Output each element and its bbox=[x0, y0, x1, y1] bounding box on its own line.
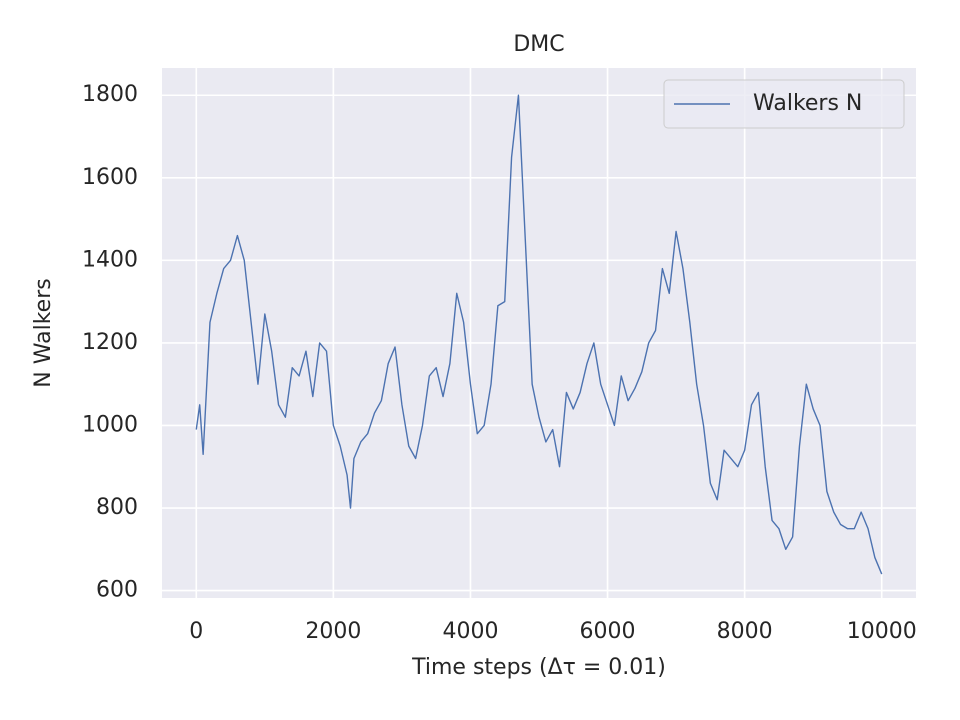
chart-title: DMC bbox=[513, 32, 564, 57]
legend-label: Walkers N bbox=[753, 91, 862, 116]
x-tick-label: 10000 bbox=[847, 619, 917, 644]
data-line bbox=[195, 94, 883, 575]
y-tick-label: 1400 bbox=[82, 247, 138, 272]
plot-area bbox=[162, 68, 916, 598]
x-tick-label: 2000 bbox=[305, 619, 361, 644]
y-axis-label: N Walkers bbox=[31, 278, 56, 387]
y-tick-label: 1200 bbox=[82, 330, 138, 355]
y-tick-label: 1000 bbox=[82, 412, 138, 437]
x-tick-label: 6000 bbox=[580, 619, 636, 644]
legend-box bbox=[663, 79, 905, 129]
y-tick-label: 800 bbox=[96, 495, 138, 520]
y-tick-label: 1600 bbox=[82, 165, 138, 190]
y-tick-label: 600 bbox=[96, 578, 138, 603]
x-tick-label: 4000 bbox=[442, 619, 498, 644]
x-axis-label: Time steps (Δτ = 0.01) bbox=[411, 655, 666, 680]
x-tick-label: 0 bbox=[189, 619, 203, 644]
y-tick-label: 1800 bbox=[82, 82, 138, 107]
x-tick-label: 8000 bbox=[717, 619, 773, 644]
